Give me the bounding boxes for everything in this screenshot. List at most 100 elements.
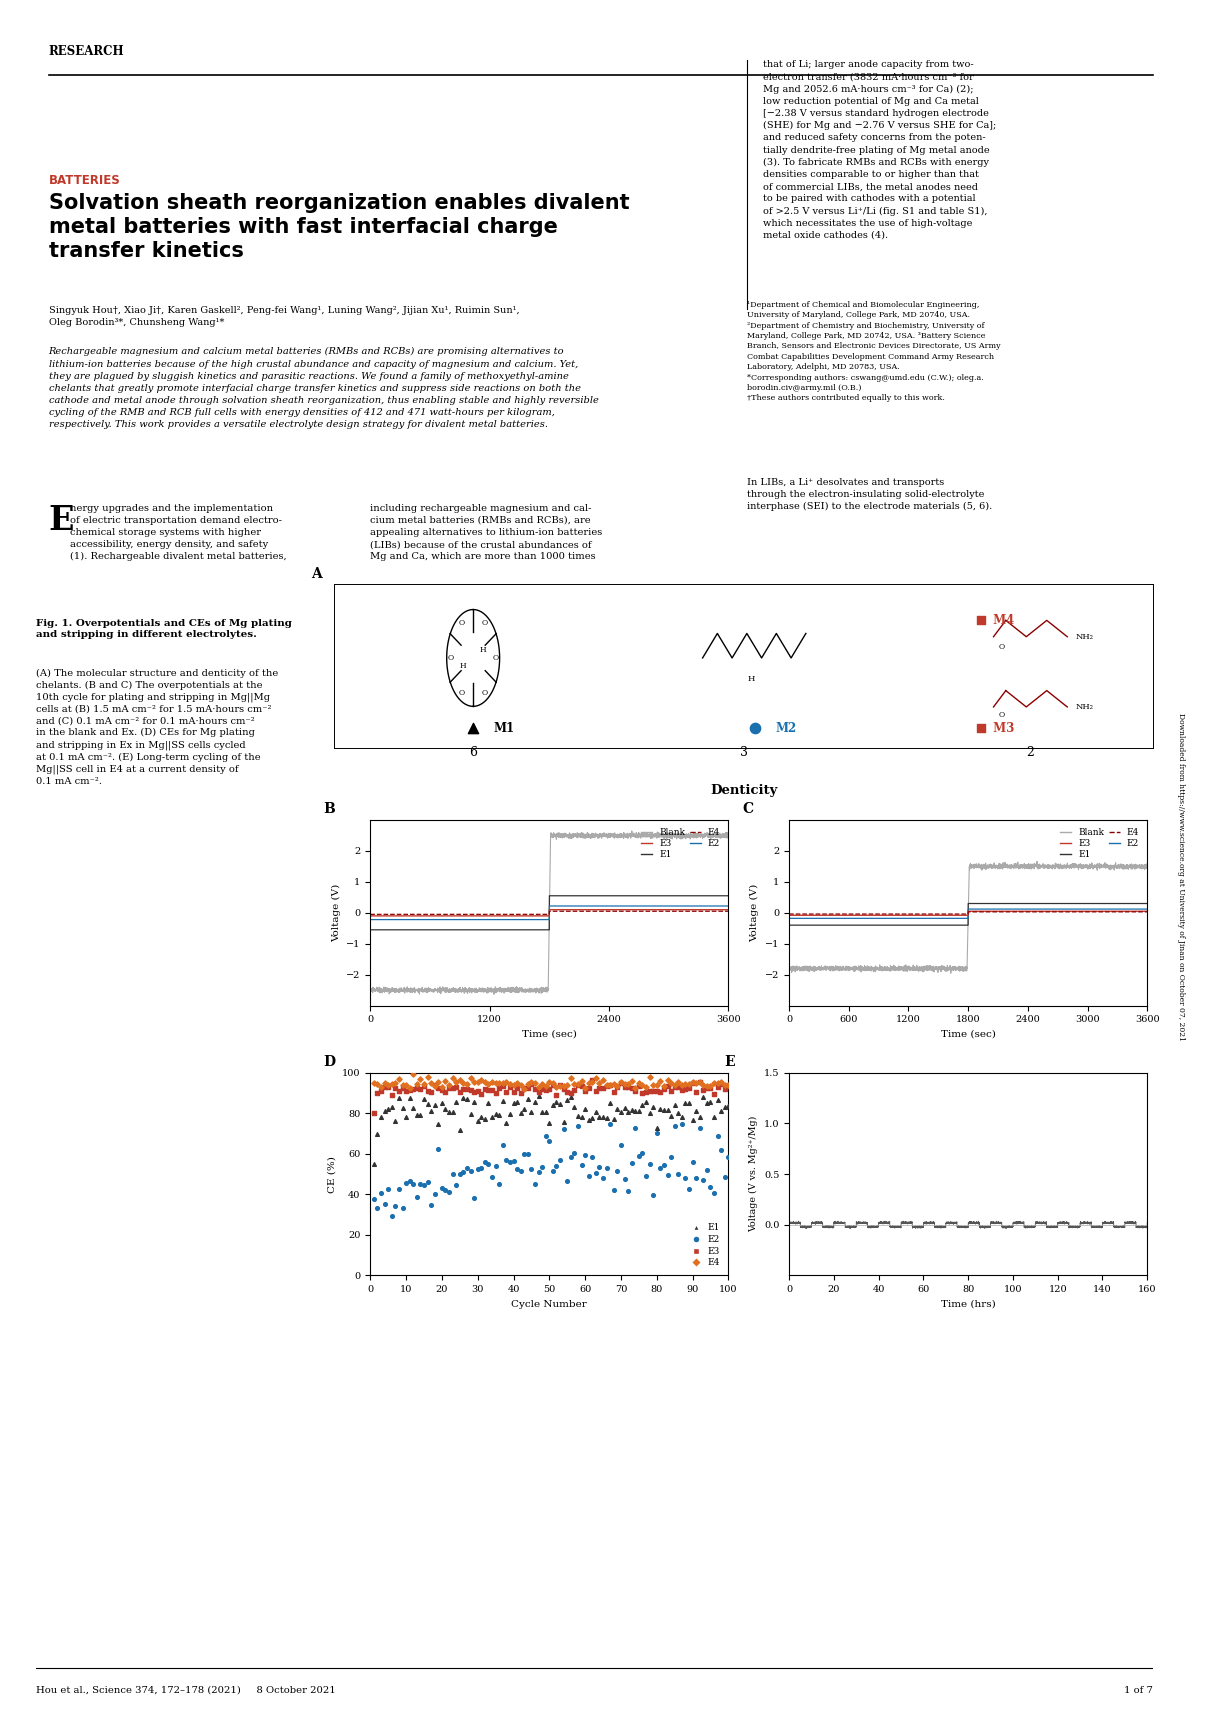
E1 [482, 1104, 501, 1131]
E2 [537, 1123, 556, 1150]
X-axis label: Time (hrs): Time (hrs) [941, 1300, 995, 1308]
E4 [425, 1073, 444, 1100]
E3 [475, 1074, 494, 1102]
E4 [537, 1073, 556, 1100]
E3 [500, 906, 515, 927]
E3 [676, 1076, 696, 1104]
E4 [612, 1067, 631, 1095]
E3 [504, 1078, 523, 1105]
E4 [425, 904, 439, 925]
E3 [686, 1078, 705, 1105]
E4 [590, 1069, 609, 1097]
E1 [608, 1095, 628, 1123]
E3 [680, 1074, 699, 1102]
E2 [640, 1150, 659, 1178]
E2 [364, 1184, 384, 1212]
E3 [454, 1074, 473, 1102]
E1 [546, 1088, 566, 1116]
E4 [533, 1071, 552, 1098]
E3 [640, 1078, 659, 1105]
Text: B: B [324, 803, 335, 817]
E4 [454, 1069, 473, 1097]
E2 [507, 1155, 527, 1183]
E4 [686, 1069, 705, 1097]
Line: E1: E1 [789, 904, 1147, 925]
E3 [961, 901, 976, 921]
E4 [418, 1064, 437, 1092]
E2 [844, 908, 858, 928]
E3 [375, 1074, 395, 1102]
E2 [425, 909, 439, 930]
E4 [522, 1069, 541, 1097]
E4 [493, 1069, 512, 1097]
E1 [518, 1085, 538, 1112]
E4 [708, 1069, 727, 1097]
E1 [461, 1100, 481, 1128]
E2 [686, 1164, 705, 1191]
E4 [543, 901, 557, 921]
E1 [662, 1102, 681, 1129]
E4 [515, 1074, 534, 1102]
E4 [486, 1069, 505, 1097]
E1 [396, 1104, 415, 1131]
E2 [622, 1148, 641, 1176]
Y-axis label: Voltage (V): Voltage (V) [331, 884, 341, 942]
E3 [418, 1078, 437, 1105]
E3 [708, 1073, 727, 1100]
E2 [382, 1202, 402, 1229]
E4 [690, 1069, 709, 1097]
E1 [640, 1100, 659, 1128]
Point [971, 715, 991, 743]
E3 [371, 1078, 391, 1105]
E2 [676, 1164, 696, 1191]
E2 [711, 1136, 731, 1164]
Text: Downloaded from https://www.science.org at University of Jinan on October 07, 20: Downloaded from https://www.science.org … [1176, 713, 1185, 1040]
E1 [676, 1090, 696, 1117]
E4 [543, 1069, 562, 1097]
E2 [579, 1162, 599, 1190]
Text: Denticity: Denticity [710, 784, 777, 798]
Text: O: O [493, 653, 499, 662]
E4 [461, 1064, 481, 1092]
Text: M1: M1 [494, 722, 515, 734]
Point [745, 715, 765, 743]
E4 [640, 1064, 659, 1092]
E2 [572, 1152, 591, 1179]
E1 [375, 1097, 395, 1124]
E3 [662, 1076, 681, 1104]
Blank [844, 957, 858, 978]
E2 [568, 1112, 588, 1140]
Text: Rechargeable magnesium and calcium metal batteries (RMBs and RCBs) are promising: Rechargeable magnesium and calcium metal… [49, 347, 599, 430]
E3 [410, 1074, 430, 1102]
E4 [410, 1066, 430, 1093]
E1 [363, 920, 378, 940]
E3 [1133, 901, 1147, 921]
E3 [543, 899, 557, 920]
E1 [418, 1090, 437, 1117]
E1 [714, 885, 728, 906]
E3 [368, 1080, 387, 1107]
E2 [680, 1176, 699, 1203]
E1 [669, 1098, 688, 1126]
E3 [515, 1074, 534, 1102]
E2 [363, 909, 378, 930]
E4 [386, 1069, 405, 1097]
E2 [368, 1195, 387, 1222]
E1 [450, 1116, 470, 1143]
E4 [500, 904, 515, 925]
E4 [539, 1067, 558, 1095]
E3 [690, 1069, 709, 1097]
E4 [654, 1073, 674, 1100]
E2 [651, 1153, 670, 1181]
E1 [407, 1100, 426, 1128]
E4 [608, 1073, 628, 1100]
Text: O: O [999, 643, 1005, 650]
E3 [461, 1076, 481, 1104]
E4 [554, 1073, 573, 1100]
E2 [605, 1176, 624, 1203]
E2 [493, 1131, 512, 1159]
E1 [715, 1093, 734, 1121]
E4 [647, 1071, 666, 1098]
E3 [439, 1074, 459, 1102]
E3 [614, 1073, 634, 1100]
